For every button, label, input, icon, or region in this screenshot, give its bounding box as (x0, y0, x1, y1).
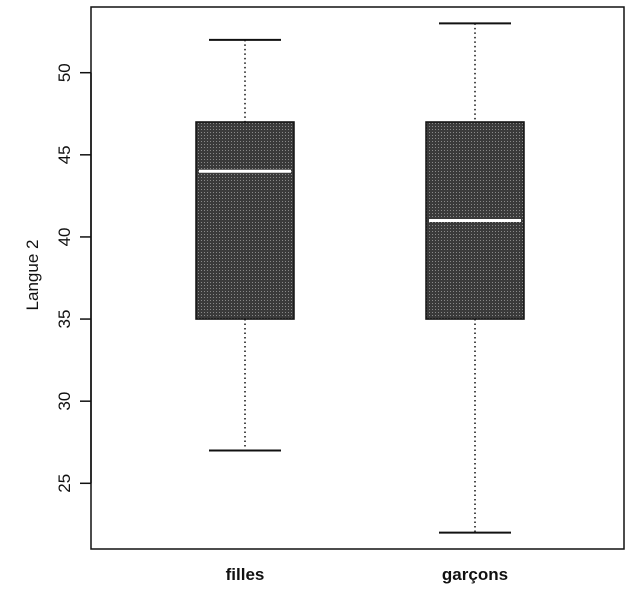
y-axis-title: Langue 2 (23, 240, 42, 311)
box-filles (195, 38, 295, 452)
x-category-label: filles (226, 565, 265, 584)
x-category-label: garçons (442, 565, 508, 584)
y-tick-label: 30 (55, 392, 74, 411)
y-tick-label: 35 (55, 310, 74, 329)
plot-frame (90, 6, 625, 550)
y-axis: 25 30 35 40 45 50 (55, 63, 92, 493)
x-axis-labels: filles garçons (226, 565, 508, 584)
y-tick-label: 25 (55, 474, 74, 493)
y-tick-label: 45 (55, 145, 74, 164)
boxes-group (195, 22, 525, 534)
iqr-box (195, 121, 295, 320)
box-garçons (425, 22, 525, 534)
y-tick-label: 50 (55, 63, 74, 82)
y-tick-label: 40 (55, 227, 74, 246)
